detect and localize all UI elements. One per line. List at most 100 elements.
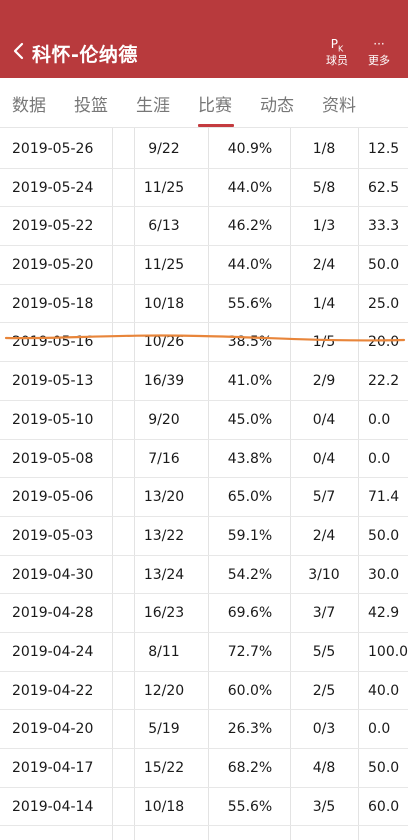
three-pointers-cell: 4/8 (312, 760, 336, 776)
field-goal-pct-cell: 55.6% (227, 798, 273, 815)
table-row[interactable]: 2019-05-06 13/20 65.0% 5/7 71.4 (0, 478, 408, 517)
table-row[interactable]: 2019-05-18 10/18 55.6% 1/4 25.0 (0, 285, 408, 324)
player-pk-button[interactable]: PK 球员 (320, 36, 354, 68)
table-row[interactable]: 2019-04-22 12/20 60.0% 2/5 40.0 (0, 672, 408, 711)
table-row[interactable]: 2019-04-20 5/19 26.3% 0/3 0.0 (0, 710, 408, 749)
three-pointers-cell: 5/5 (312, 643, 336, 660)
field-goals-cell: 11/25 (143, 257, 185, 274)
tab-news[interactable]: 动态 (260, 96, 294, 116)
game-date-cell: 2019-04-20 (12, 721, 94, 738)
field-goals-cell: 13/22 (143, 527, 185, 544)
column-divider (290, 128, 291, 840)
field-goals-cell: 10/18 (143, 295, 185, 312)
more-dots-icon: ··· (373, 37, 385, 51)
table-row[interactable]: 2019-04-17 15/22 68.2% 4/8 50.0 (0, 749, 408, 788)
table-row[interactable]: 2019-05-26 9/22 40.9% 1/8 12.5 (0, 130, 408, 169)
three-pointers-cell: 2/4 (312, 257, 336, 274)
active-tab-indicator (198, 124, 234, 127)
table-row[interactable]: 2019-04-30 13/24 54.2% 3/10 30.0 (0, 556, 408, 595)
three-pointers-cell: 1/5 (312, 334, 336, 351)
field-goals-cell: 7/16 (148, 450, 180, 467)
game-date-cell: 2019-05-10 (12, 411, 94, 428)
field-goal-pct-cell: 40.9% (227, 141, 273, 157)
three-point-pct-cell: 33.3 (368, 218, 400, 235)
three-pointers-cell: 3/10 (308, 566, 340, 583)
table-row[interactable]: 2019-05-20 11/25 44.0% 2/4 50.0 (0, 246, 408, 285)
three-point-pct-cell: 50.0 (368, 527, 400, 544)
column-divider (358, 128, 359, 840)
game-log-table[interactable]: 2019-05-26 9/22 40.9% 1/8 12.5 2019-05-24 11/2… (0, 130, 408, 827)
game-date-cell: 2019-05-13 (12, 373, 94, 390)
three-point-pct-cell: 40.0 (368, 682, 400, 699)
three-pointers-cell: 1/3 (312, 218, 336, 235)
player-name-title: 科怀-伦纳德 (32, 44, 138, 66)
three-pointers-cell: 1/8 (312, 141, 336, 157)
field-goal-pct-cell: 59.1% (227, 527, 273, 544)
field-goals-cell: 10/18 (143, 798, 185, 815)
table-row[interactable]: 2019-04-24 8/11 72.7% 5/5 100.0 (0, 633, 408, 672)
three-pointers-cell: 0/4 (312, 411, 336, 428)
field-goal-pct-cell: 68.2% (227, 760, 273, 776)
tab-profile[interactable]: 资料 (322, 96, 356, 116)
field-goal-pct-cell: 69.6% (227, 605, 273, 622)
field-goal-pct-cell: 45.0% (227, 411, 273, 428)
pk-icon: PK (330, 37, 344, 54)
field-goals-cell: 11/25 (143, 179, 185, 196)
field-goal-pct-cell: 43.8% (227, 450, 273, 467)
game-date-cell: 2019-05-18 (12, 295, 94, 312)
tab-games[interactable]: 比赛 (198, 96, 232, 116)
three-point-pct-cell: 42.9 (368, 605, 400, 622)
field-goal-pct-cell: 26.3% (227, 721, 273, 738)
table-row[interactable]: 2019-05-16 10/26 38.5% 1/5 20.0 (0, 323, 408, 363)
field-goals-cell: 9/20 (148, 411, 180, 428)
tab-shooting[interactable]: 投篮 (74, 96, 108, 116)
field-goal-pct-cell: 38.5% (227, 334, 273, 351)
table-row[interactable]: 2019-05-22 6/13 46.2% 1/3 33.3 (0, 207, 408, 247)
table-row[interactable]: 2019-05-08 7/16 43.8% 0/4 0.0 (0, 440, 408, 479)
field-goals-cell: 16/39 (143, 373, 185, 390)
field-goal-pct-cell: 44.0% (227, 179, 273, 196)
more-button[interactable]: ··· 更多 (362, 36, 396, 68)
field-goal-pct-cell: 44.0% (227, 257, 273, 274)
three-point-pct-cell: 20.0 (368, 334, 400, 351)
field-goals-cell: 12/20 (143, 682, 185, 699)
table-row[interactable]: 2019-05-13 16/39 41.0% 2/9 22.2 (0, 362, 408, 401)
field-goals-cell: 15/22 (143, 760, 185, 776)
three-point-pct-cell: 12.5 (368, 141, 400, 157)
pk-label: 球员 (326, 54, 348, 67)
three-point-pct-cell: 50.0 (368, 257, 400, 274)
three-point-pct-cell: 62.5 (368, 179, 400, 196)
three-pointers-cell: 0/3 (312, 721, 336, 738)
field-goals-cell: 5/19 (148, 721, 180, 738)
game-date-cell: 2019-05-03 (12, 527, 94, 544)
tab-career[interactable]: 生涯 (136, 96, 170, 116)
game-date-cell: 2019-05-22 (12, 218, 94, 235)
field-goals-cell: 8/11 (148, 643, 180, 660)
three-point-pct-cell: 50.0 (368, 760, 400, 776)
game-date-cell: 2019-04-14 (12, 798, 94, 815)
back-chevron-icon[interactable] (12, 41, 26, 61)
game-date-cell: 2019-04-17 (12, 760, 94, 776)
game-date-cell: 2019-04-22 (12, 682, 94, 699)
more-label: 更多 (368, 54, 390, 67)
three-pointers-cell: 0/4 (312, 450, 336, 467)
field-goal-pct-cell: 41.0% (227, 373, 273, 390)
table-row[interactable]: 2019-05-24 11/25 44.0% 5/8 62.5 (0, 169, 408, 208)
field-goals-cell: 10/26 (143, 334, 185, 351)
three-point-pct-cell: 100.0 (368, 643, 408, 660)
table-row[interactable]: 2019-04-14 10/18 55.6% 3/5 60.0 (0, 788, 408, 827)
column-divider (208, 128, 209, 840)
table-row[interactable]: 2019-05-10 9/20 45.0% 0/4 0.0 (0, 401, 408, 440)
field-goals-cell: 6/13 (148, 218, 180, 235)
table-row[interactable]: 2019-04-28 16/23 69.6% 3/7 42.9 (0, 594, 408, 633)
table-row[interactable]: 2019-05-03 13/22 59.1% 2/4 50.0 (0, 517, 408, 556)
game-date-cell: 2019-05-16 (12, 334, 94, 351)
game-date-cell: 2019-05-06 (12, 489, 94, 506)
field-goal-pct-cell: 72.7% (227, 643, 273, 660)
field-goals-cell: 9/22 (148, 141, 180, 157)
three-pointers-cell: 2/5 (312, 682, 336, 699)
tab-stats[interactable]: 数据 (12, 96, 46, 116)
game-date-cell: 2019-05-20 (12, 257, 94, 274)
three-point-pct-cell: 30.0 (368, 566, 400, 583)
three-point-pct-cell: 71.4 (368, 489, 400, 506)
